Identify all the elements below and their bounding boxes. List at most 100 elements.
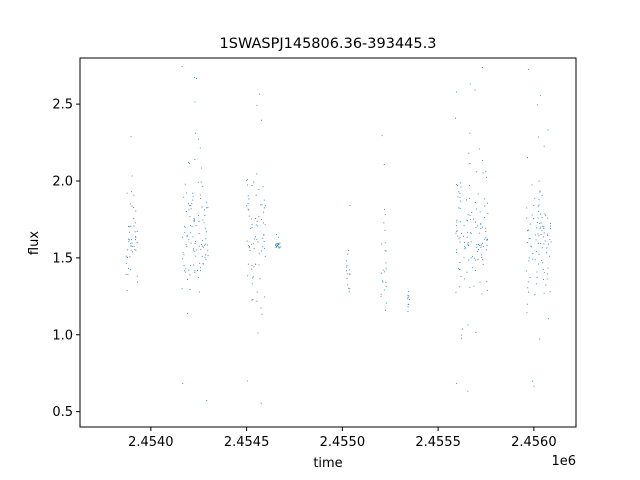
data-point [539,223,541,225]
data-point [466,236,468,238]
data-point [381,135,383,137]
data-point [253,243,255,245]
data-point [459,262,461,263]
data-point [130,136,132,138]
data-point [487,202,488,204]
y-axis-label: flux [27,231,42,255]
data-point [527,157,528,159]
data-point [136,231,138,233]
data-point [276,233,278,235]
data-point [484,198,485,200]
data-point [385,281,387,283]
data-point [346,270,348,272]
data-point [348,291,350,293]
data-point [484,238,486,240]
data-point [263,222,264,224]
data-point [256,220,258,222]
data-point [197,181,199,183]
data-point [200,181,202,183]
data-point [380,295,382,297]
data-point [464,245,466,247]
data-point [185,211,187,213]
data-point [384,242,386,244]
data-point [255,263,256,265]
data-point [528,229,530,231]
data-point [534,234,536,236]
data-point [531,184,533,186]
data-point [133,225,135,227]
data-point [456,219,458,221]
data-point [186,312,188,314]
data-point [546,252,548,254]
data-point [127,226,129,227]
data-point [540,234,542,236]
data-point [261,313,263,315]
data-point [459,193,461,195]
y-tick-label: 0.5 [52,405,73,420]
data-point [200,167,202,169]
data-point [125,273,127,275]
data-point [463,225,465,227]
data-point [538,180,540,182]
data-point [256,300,258,302]
data-point [459,236,461,238]
data-point [408,295,410,297]
data-point [258,216,260,218]
data-point [482,226,483,228]
data-point [257,225,259,227]
data-point [194,271,196,273]
data-point [467,214,469,216]
data-point [547,235,549,236]
data-point [463,235,464,237]
data-point [264,247,266,249]
data-point [473,285,475,287]
data-point [385,250,387,252]
data-point [455,291,457,293]
data-point [468,259,470,261]
data-point [383,208,385,210]
data-point [249,250,251,252]
data-point [197,138,199,140]
data-point [247,263,249,265]
data-point [348,287,350,289]
data-point [537,136,539,138]
data-point [528,257,530,259]
data-point [547,217,549,219]
data-point [532,253,534,254]
data-point [129,256,131,258]
data-point [408,303,410,305]
data-point [201,206,203,208]
data-point [204,257,206,259]
data-point [204,227,206,229]
data-point [546,233,548,235]
data-point [190,242,192,244]
data-point [461,337,463,339]
data-point [186,245,188,247]
data-point [486,245,488,247]
data-point [183,196,185,198]
point-cluster [407,290,410,312]
data-point [255,218,257,219]
data-point [531,214,533,216]
data-point [184,232,186,234]
data-point [129,203,131,205]
data-point [475,259,477,261]
data-point [262,246,264,248]
data-point [541,259,543,261]
data-point [543,292,545,294]
data-point [192,199,194,201]
data-point [247,275,249,277]
data-point [476,246,478,248]
data-point [130,243,132,245]
data-point [349,274,351,276]
data-point [458,191,460,193]
data-point [463,257,465,259]
data-point [188,161,189,163]
data-point [526,217,528,219]
data-point [189,289,191,290]
data-point [479,244,481,246]
data-point [459,200,461,202]
data-point [459,268,461,270]
data-point [264,296,266,298]
data-point [384,213,386,215]
